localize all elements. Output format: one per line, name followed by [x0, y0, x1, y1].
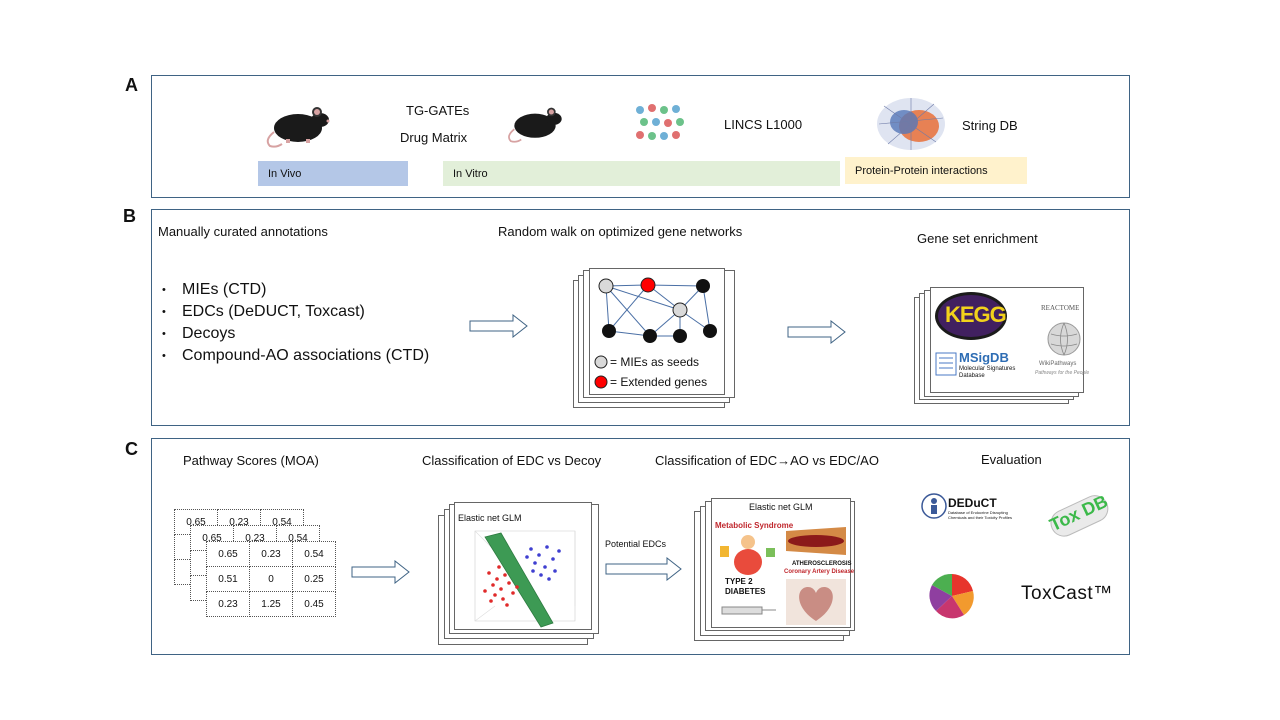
msigdb-icon — [935, 352, 957, 376]
toxdb-pill-icon — [1050, 495, 1109, 537]
source-tg-gates: TG-GATEs — [406, 103, 470, 118]
wikipathways-label: WikiPathways — [1039, 361, 1077, 367]
extended-node-icon — [594, 375, 608, 389]
legend-extended-genes: = Extended genes — [610, 375, 708, 389]
list-item: Decoys — [162, 323, 429, 345]
heart-image — [786, 579, 846, 625]
band-protein-protein: Protein-Protein interactions — [845, 157, 1027, 184]
arrow-right-icon — [787, 320, 846, 344]
arrow-right-icon — [351, 560, 410, 584]
outcome-coronary-artery-disease: Coronary Artery Disease — [784, 569, 855, 575]
panel-c-label: C — [125, 439, 138, 459]
db-card-front: KEGG REACTOME MSigDB Molecular Signature… — [930, 287, 1089, 393]
model-label-2: Elastic net GLM — [749, 502, 813, 512]
score-cell: 0.51 — [206, 566, 250, 592]
outcome-metabolic-syndrome: Metabolic Syndrome — [715, 521, 794, 530]
heading-pathway-scores: Pathway Scores (MOA) — [183, 453, 319, 468]
score-cell: 0.23 — [249, 541, 293, 567]
band-in-vivo: In Vivo — [258, 161, 408, 186]
score-cell: 0.45 — [292, 591, 336, 617]
score-cell: 0.23 — [206, 591, 250, 617]
msigdb-subtitle: Molecular Signatures Database — [959, 366, 1016, 379]
glm-scatter-plot — [474, 530, 576, 628]
list-item: Compound-AO associations (CTD) — [162, 345, 429, 367]
cells-icon — [636, 104, 684, 140]
annotation-list: MIEs (CTD) EDCs (DeDUCT, Toxcast) Decoys… — [160, 279, 429, 367]
band-in-vitro: In Vitro — [443, 161, 840, 186]
score-table-front: 0.65 0.23 0.54 0.51 0 0.25 0.23 1.25 0.4… — [206, 541, 336, 617]
panel-b: Manually curated annotations MIEs (CTD) … — [151, 209, 1130, 426]
list-item: EDCs (DeDUCT, Toxcast) — [162, 301, 429, 323]
heading-gene-set-enrichment: Gene set enrichment — [917, 231, 1038, 246]
heading-classification-edc-ao: Classification of EDC→AO vs EDC/AO — [655, 453, 879, 468]
eval-deduct: DEDuCT — [948, 496, 997, 510]
toxcast-chart-icon — [926, 571, 978, 621]
kegg-label: KEGG — [945, 302, 1007, 327]
kegg-logo — [935, 292, 1007, 340]
seed-node-icon — [594, 355, 608, 369]
deduct-logo-icon — [921, 493, 947, 519]
outcome-diabetes: DIABETES — [725, 587, 766, 596]
heading-random-walk: Random walk on optimized gene networks — [498, 224, 743, 239]
disease-card-front: Elastic net GLM Metabolic Syndrome ATHER… — [711, 498, 855, 628]
panel-a: TG-GATEs Drug Matrix LINCS L1000 String … — [151, 75, 1130, 198]
score-cell: 0 — [249, 566, 293, 592]
score-cell: 0.54 — [292, 541, 336, 567]
score-cell: 1.25 — [249, 591, 293, 617]
msigdb-label: MSigDB — [959, 350, 1009, 365]
panel-b-label: B — [123, 206, 136, 226]
heading-curated-annotations: Manually curated annotations — [158, 224, 328, 239]
string-network-icon — [877, 98, 945, 150]
arrow-right-icon — [605, 557, 682, 581]
heading-classification-edc-decoy: Classification of EDC vs Decoy — [422, 453, 602, 468]
mouse-icon-invivo — [266, 107, 330, 148]
network-card-front: = MIEs as seeds = Extended genes — [589, 268, 725, 395]
score-cell: 0.65 — [206, 541, 250, 567]
panel-c: Pathway Scores (MOA) 0.65 0.23 0.54 0.65 0.… — [151, 438, 1130, 655]
model-label: Elastic net GLM — [458, 513, 522, 523]
score-cell: 0.25 — [292, 566, 336, 592]
source-lincs: LINCS L1000 — [724, 117, 803, 132]
outcome-atherosclerosis: ATHEROSCLEROSIS — [792, 561, 852, 567]
source-drug-matrix: Drug Matrix — [400, 130, 468, 145]
arrow-right-icon — [469, 314, 528, 338]
wikipathways-globe-icon — [1047, 322, 1081, 356]
reactome-label: REACTOME — [1041, 304, 1080, 312]
arrow-label-potential-edcs: Potential EDCs — [605, 539, 667, 549]
legend-mies-seeds: = MIEs as seeds — [610, 355, 700, 369]
eval-deduct-subtitle: Database of Endocrine Disrupting Chemica… — [948, 510, 1012, 520]
metabolic-syndrome-image — [720, 535, 775, 575]
heading-evaluation: Evaluation — [981, 452, 1042, 467]
wikipathways-subtitle: Pathways for the People — [1035, 370, 1090, 376]
panel-a-label: A — [125, 75, 138, 95]
source-string-db: String DB — [962, 118, 1018, 133]
list-item: MIEs (CTD) — [162, 279, 429, 301]
glm-card-front: Elastic net GLM — [454, 502, 592, 630]
eval-toxcast: ToxCast™ — [1021, 583, 1113, 604]
mouse-icon-invitro — [508, 107, 562, 143]
gene-network-graph — [598, 277, 717, 343]
outcome-type2: TYPE 2 — [725, 577, 753, 586]
atherosclerosis-image — [786, 527, 846, 555]
syringe-image — [721, 606, 776, 615]
